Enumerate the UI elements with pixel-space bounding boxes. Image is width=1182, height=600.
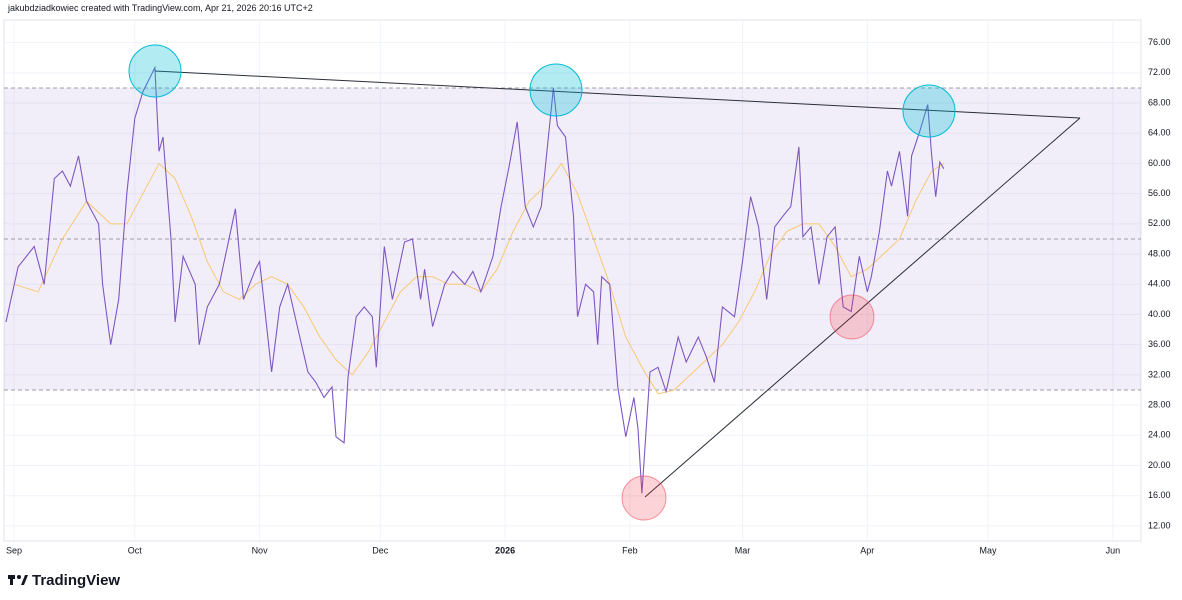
y-tick-label: 16.00 — [1148, 490, 1171, 500]
axes: 12.00 16.00 20.00 24.00 28.00 32.00 36.00 40.00… — [6, 37, 1170, 555]
y-tick-label: 28.00 — [1148, 399, 1171, 409]
grid — [4, 20, 1141, 541]
y-tick-label: 12.00 — [1148, 520, 1171, 530]
trend-line — [154, 70, 1081, 119]
series-line — [13, 162, 945, 395]
trend-line — [644, 117, 1081, 498]
y-tick-label: 44.00 — [1148, 279, 1171, 289]
highlight-circle — [529, 63, 583, 117]
header: jakubdziadkowiec created with TradingVie… — [8, 3, 313, 13]
drawings — [128, 44, 1081, 521]
y-tick-label: 24.00 — [1148, 430, 1171, 440]
highlight-circle — [902, 84, 956, 138]
logo: TradingView — [8, 572, 120, 589]
series-line — [5, 65, 945, 494]
pane-border — [3, 19, 1142, 542]
x-tick-label: Dec — [372, 545, 389, 555]
x-tick-label: Mar — [735, 545, 751, 555]
y-tick-label: 40.00 — [1148, 309, 1171, 319]
y-tick-label: 60.00 — [1148, 158, 1171, 168]
x-tick-label: Oct — [128, 545, 143, 555]
x-tick-label: Sep — [6, 545, 22, 555]
bands — [4, 87, 1141, 391]
logo-text: TradingView — [32, 572, 120, 589]
y-tick-label: 20.00 — [1148, 460, 1171, 470]
y-tick-label: 48.00 — [1148, 248, 1171, 258]
y-tick-label: 52.00 — [1148, 218, 1171, 228]
x-tick-label: Feb — [622, 545, 638, 555]
x-tick-label: 2026 — [495, 545, 515, 555]
y-tick-label: 56.00 — [1148, 188, 1171, 198]
x-tick-label: May — [980, 545, 998, 555]
y-tick-label: 64.00 — [1148, 128, 1171, 138]
y-tick-label: 36.00 — [1148, 339, 1171, 349]
y-tick-label: 68.00 — [1148, 97, 1171, 107]
highlight-circle — [128, 44, 182, 98]
y-tick-label: 76.00 — [1148, 37, 1171, 47]
lines — [5, 65, 945, 494]
x-tick-label: Apr — [860, 545, 874, 555]
x-tick-label: Jun — [1106, 545, 1121, 555]
highlight-circle — [829, 294, 875, 340]
highlight-circle — [621, 475, 667, 521]
y-tick-label: 72.00 — [1148, 67, 1171, 77]
x-tick-label: Nov — [252, 545, 269, 555]
y-tick-label: 32.00 — [1148, 369, 1171, 379]
